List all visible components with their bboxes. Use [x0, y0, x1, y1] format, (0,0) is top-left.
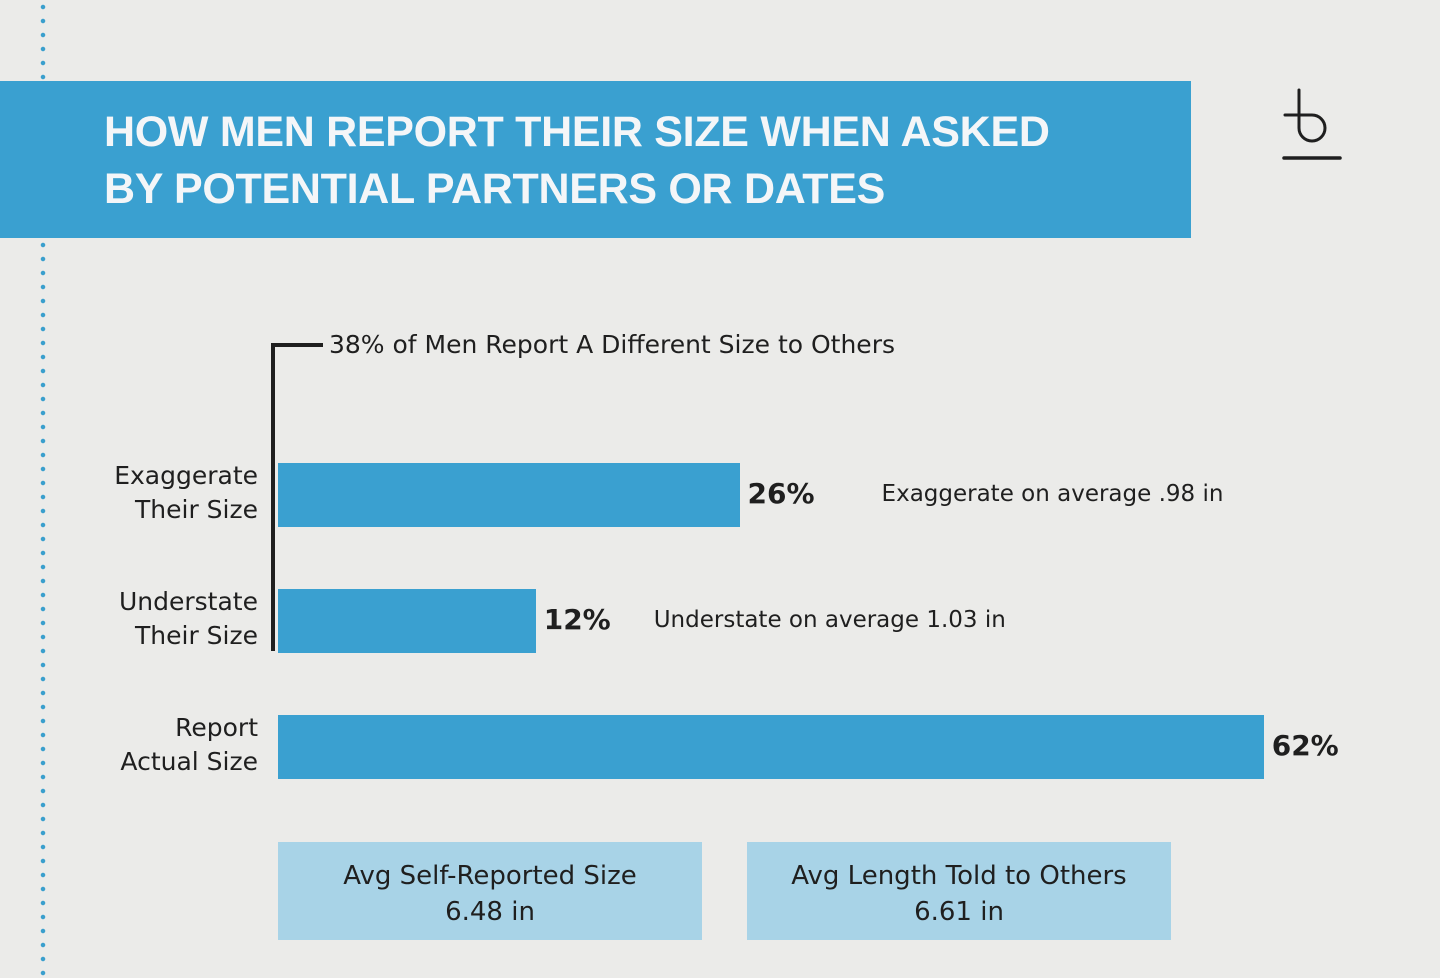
category-label: Report Actual Size: [58, 711, 258, 779]
brand-logo-icon: [1282, 88, 1342, 160]
value-label: 12%: [543, 603, 611, 636]
bar-2: [278, 715, 1264, 779]
bracket-top: [271, 343, 323, 347]
bracket-label: 38% of Men Report A Different Size to Ot…: [329, 330, 895, 359]
stat-box-told-others: Avg Length Told to Others 6.61 in: [747, 842, 1171, 940]
title-banner: [0, 81, 1191, 238]
stat-box-self-reported: Avg Self-Reported Size 6.48 in: [278, 842, 702, 940]
stat-label: Avg Length Told to Others: [791, 861, 1127, 891]
category-label-line: Their Size: [135, 495, 258, 524]
category-label-line: Their Size: [135, 621, 258, 650]
category-label-line: Understate: [118, 587, 258, 616]
category-label-line: Actual Size: [120, 747, 258, 776]
annotation: Exaggerate on average .98 in: [881, 481, 1224, 507]
dotted-border: [40, 0, 46, 978]
title-line-1: HOW MEN REPORT THEIR SIZE WHEN ASKED: [104, 108, 1050, 156]
bar-0: [278, 463, 740, 527]
value-label: 26%: [747, 477, 815, 510]
category-label-line: Report: [175, 713, 258, 742]
stat-value: 6.61 in: [914, 897, 1004, 927]
value-label: 62%: [1271, 729, 1339, 762]
category-label-line: Exaggerate: [114, 461, 258, 490]
chart-title: HOW MEN REPORT THEIR SIZE WHEN ASKED BY …: [104, 104, 1050, 218]
annotation: Understate on average 1.03 in: [653, 607, 1006, 633]
stat-label: Avg Self-Reported Size: [343, 861, 637, 891]
category-label: Understate Their Size: [58, 585, 258, 653]
stat-value: 6.48 in: [445, 897, 535, 927]
bracket-line: [271, 343, 275, 651]
title-line-2: BY POTENTIAL PARTNERS OR DATES: [104, 165, 885, 213]
category-label: Exaggerate Their Size: [58, 459, 258, 527]
bar-1: [278, 589, 536, 653]
